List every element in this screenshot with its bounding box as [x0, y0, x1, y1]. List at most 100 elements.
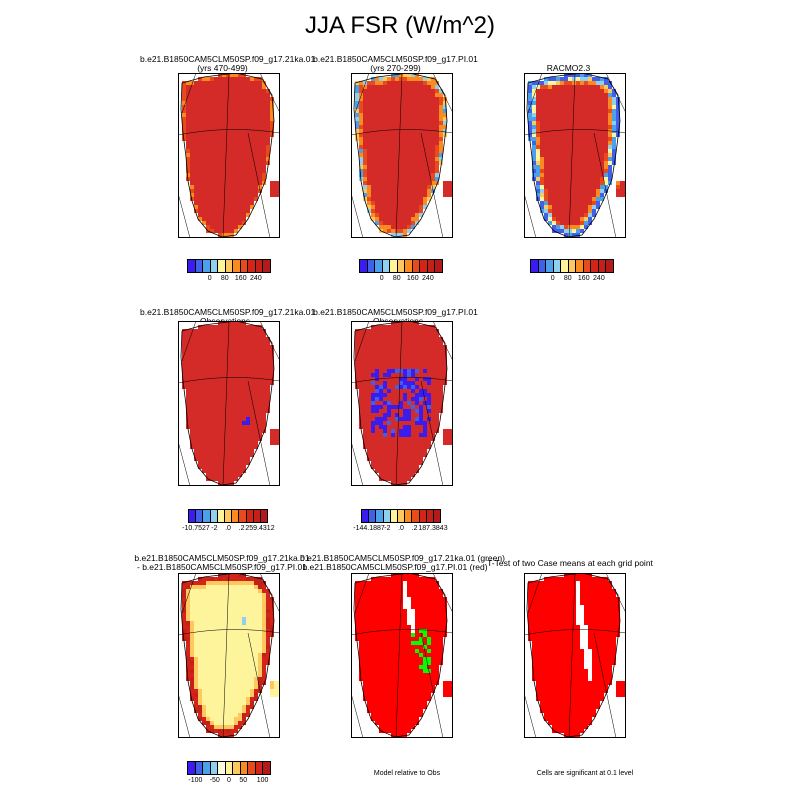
map-grid-cell: [411, 389, 415, 393]
map-grid-cell: [427, 389, 431, 393]
map-grid-cell: [399, 589, 403, 593]
map-grid-cell: [198, 425, 202, 429]
map-grid-cell: [564, 205, 568, 209]
map-grid-cell: [210, 89, 214, 93]
map-grid-cell: [262, 597, 266, 601]
map-grid-cell: [254, 157, 258, 161]
map-grid-cell: [427, 101, 431, 105]
map-grid-cell: [592, 89, 596, 93]
map-grid-cell: [250, 637, 254, 641]
map-grid-cell: [214, 617, 218, 621]
map-grid-cell: [423, 581, 427, 585]
map-grid-cell: [230, 213, 234, 217]
map-grid-cell: [186, 413, 190, 417]
map-grid-cell: [387, 461, 391, 465]
map-grid-cell: [246, 633, 250, 637]
map-grid-cell: [371, 409, 375, 413]
map-grid-cell: [371, 441, 375, 445]
map-grid-cell: [242, 133, 246, 137]
map-grid-cell: [556, 85, 560, 89]
map-grid-cell: [612, 97, 616, 101]
map-grid-cell: [431, 409, 435, 413]
map-grid-cell: [258, 401, 262, 405]
map-grid-cell: [202, 409, 206, 413]
map-grid-cell: [242, 445, 246, 449]
map-grid-cell: [202, 165, 206, 169]
meridian-line: [354, 321, 370, 362]
map-grid-cell: [218, 329, 222, 333]
coastline: [180, 573, 275, 738]
map-grid-cell: [222, 633, 226, 637]
map-grid-cell: [210, 649, 214, 653]
map-grid-cell: [407, 437, 411, 441]
map-grid-cell: [580, 173, 584, 177]
map-grid-cell: [403, 613, 407, 617]
map-grid-cell: [604, 121, 608, 125]
map-grid-cell: [270, 629, 274, 633]
map-grid-cell: [604, 85, 608, 89]
map-grid-cell: [423, 429, 427, 433]
map-grid-cell: [419, 417, 423, 421]
map-grid-cell: [246, 137, 250, 141]
map-grid-cell: [548, 89, 552, 93]
map-grid-cell: [258, 109, 262, 113]
map-grid-cell: [186, 669, 190, 673]
map-grid-cell: [234, 673, 238, 677]
map-grid-cell: [371, 621, 375, 625]
map-grid-cell: [604, 157, 608, 161]
map-grid-cell: [214, 193, 218, 197]
map-grid-cell: [367, 93, 371, 97]
map-grid-cell: [435, 605, 439, 609]
map-grid-cell: [415, 381, 419, 385]
map-grid-cell: [202, 193, 206, 197]
map-grid-cell: [198, 593, 202, 597]
map-grid-cell: [379, 325, 383, 329]
map-grid-cell: [202, 429, 206, 433]
map-grid-cell: [242, 337, 246, 341]
map-grid-cell: [383, 381, 387, 385]
map-grid-cell: [206, 669, 210, 673]
map-grid-cell: [383, 393, 387, 397]
map-grid-cell: [190, 97, 194, 101]
map-grid-cell: [419, 365, 423, 369]
map-grid-cell: [238, 117, 242, 121]
map-grid-cell: [548, 85, 552, 89]
map-grid-cell: [367, 401, 371, 405]
map-grid-cell: [395, 609, 399, 613]
map-grid-cell: [540, 85, 544, 89]
map-grid-cell: [226, 393, 230, 397]
map-grid-cell: [254, 177, 258, 181]
map-grid-cell: [186, 357, 190, 361]
map-grid-cell: [238, 125, 242, 129]
map-grid-cell: [403, 449, 407, 453]
coastline: [526, 73, 621, 238]
map-grid-cell: [214, 353, 218, 357]
map-grid-cell: [242, 693, 246, 697]
map-grid-cell: [202, 597, 206, 601]
map-grid-cell: [431, 401, 435, 405]
map-grid-cell: [222, 445, 226, 449]
map-grid-cell: [399, 129, 403, 133]
map-grid-cell: [258, 133, 262, 137]
map-grid-cell: [403, 477, 407, 481]
map-grid-cell: [359, 161, 363, 165]
map-grid-cell: [222, 385, 226, 389]
map-grid-cell: [198, 641, 202, 645]
map-grid-cell: [544, 97, 548, 101]
map-grid-cell: [371, 425, 375, 429]
map-grid-cell: [206, 193, 210, 197]
map-grid-cell: [218, 201, 222, 205]
map-grid-cell: [395, 393, 399, 397]
map-grid-cell: [250, 433, 254, 437]
map-grid-cell: [443, 433, 447, 437]
map-grid-cell: [399, 413, 403, 417]
map-grid-cell: [242, 361, 246, 365]
map-grid-cell: [359, 585, 363, 589]
map-grid-cell: [423, 381, 427, 385]
map-grid-cell: [540, 97, 544, 101]
map-grid-cell: [383, 425, 387, 429]
map-grid-cell: [371, 97, 375, 101]
map-grid-cell: [552, 149, 556, 153]
map-grid-cell: [198, 101, 202, 105]
map-grid-cell: [548, 149, 552, 153]
